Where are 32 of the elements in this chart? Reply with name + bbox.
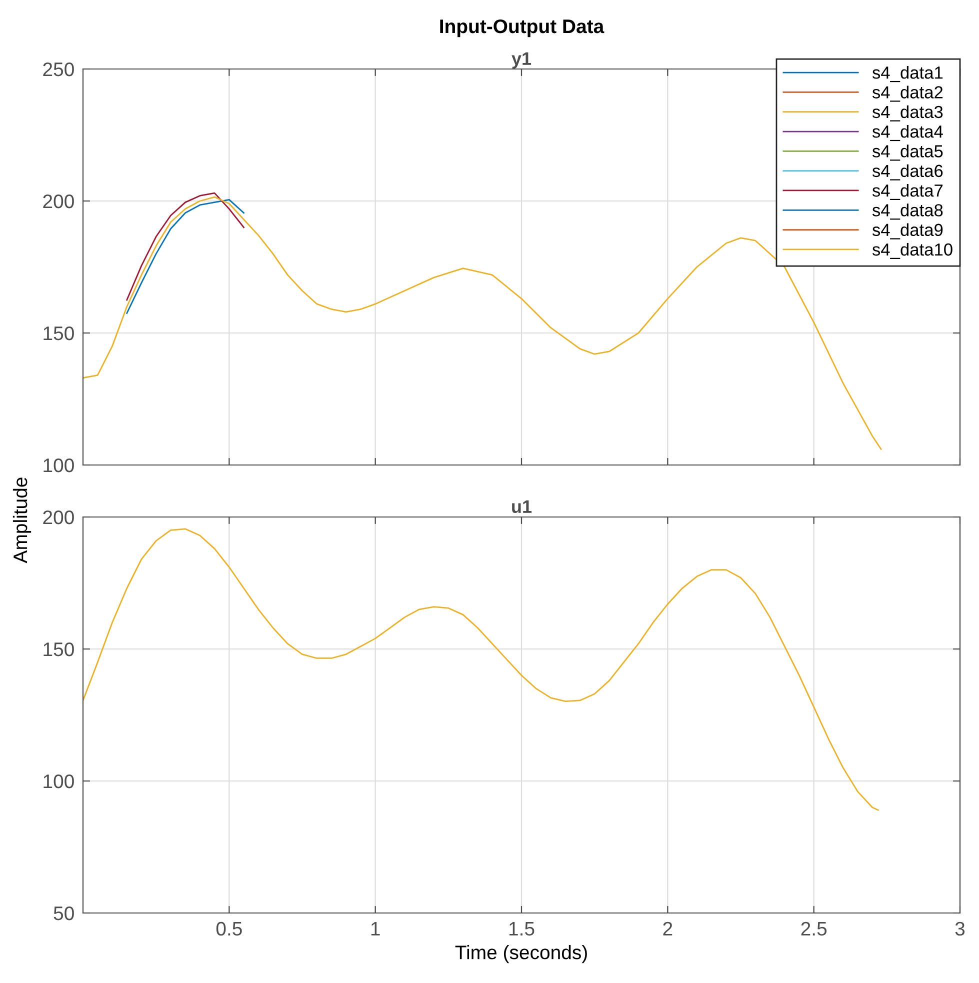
chart-title: Input-Output Data — [440, 19, 604, 38]
legend-label: s4_data5 — [872, 144, 943, 161]
x-tick-label: 2 — [663, 922, 672, 936]
x-tick-label: 1 — [371, 922, 380, 936]
x-tick-label: 2.5 — [801, 922, 827, 936]
y-tick-label: 200 — [43, 510, 74, 524]
legend-label: s4_data9 — [872, 223, 943, 240]
x-tick-label: 0.5 — [216, 922, 242, 936]
legend-label: s4_data10 — [872, 242, 952, 259]
legend-label: s4_data8 — [872, 204, 943, 220]
x-axis-title: Time (seconds) — [455, 945, 587, 964]
x-tick-label: 3 — [955, 922, 965, 936]
line-series — [83, 528, 879, 811]
legend-label: s4_data4 — [872, 125, 943, 142]
y-tick-label: 150 — [44, 326, 74, 340]
y-axis-title: Amplitude — [12, 478, 32, 564]
chart-title: u1 — [512, 500, 532, 514]
legend-label: s4_data1 — [872, 66, 943, 82]
line-series — [126, 198, 244, 314]
legend-label: s4_data2 — [872, 86, 943, 102]
y-tick-label: 250 — [43, 62, 74, 76]
y-tick-label: 100 — [44, 458, 74, 472]
y-tick-label: 200 — [43, 194, 74, 208]
y-tick-label: 100 — [44, 774, 74, 788]
legend-label: s4_data6 — [872, 164, 943, 180]
x-tick-label: 1.5 — [509, 922, 534, 936]
y-tick-label: 50 — [54, 906, 74, 920]
y-tick-label: 150 — [44, 642, 74, 656]
chart-subtitle: y1 — [512, 52, 532, 69]
legend-label: s4_data3 — [872, 105, 943, 122]
line-series — [126, 192, 244, 301]
legend-label: s4_data7 — [872, 184, 943, 200]
